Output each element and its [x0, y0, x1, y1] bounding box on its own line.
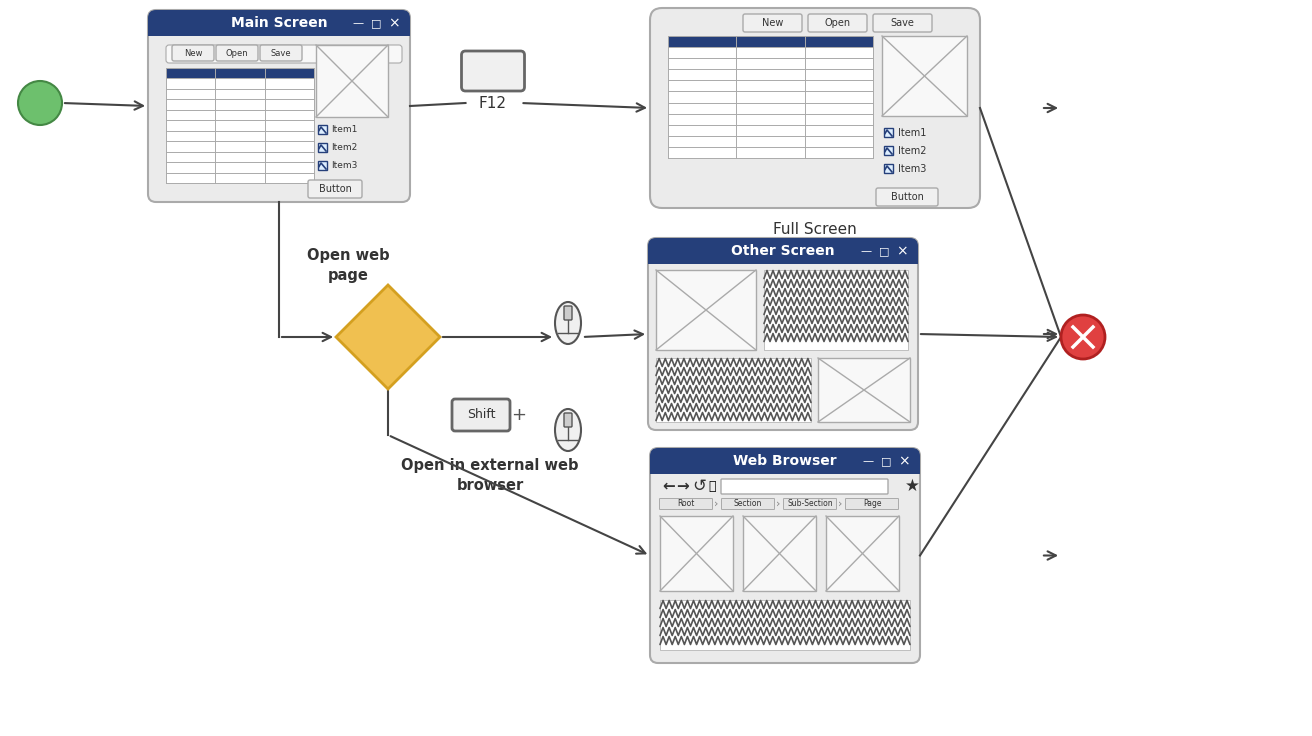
Text: +: + [512, 406, 526, 424]
Bar [668, 36, 872, 47]
Text: ×: × [388, 16, 400, 30]
Bar [318, 143, 327, 152]
Text: F12: F12 [479, 96, 506, 110]
Text: Item3: Item3 [897, 164, 926, 174]
FancyBboxPatch shape [649, 8, 980, 208]
FancyBboxPatch shape [148, 10, 409, 202]
Text: Open: Open [824, 18, 850, 28]
FancyBboxPatch shape [148, 10, 409, 36]
Bar [884, 146, 893, 155]
Bar [827, 516, 899, 591]
Text: ×: × [899, 454, 909, 468]
Bar [817, 358, 911, 422]
FancyBboxPatch shape [462, 51, 525, 91]
FancyBboxPatch shape [172, 45, 214, 61]
Bar [148, 23, 409, 36]
Text: Sub-Section: Sub-Section [787, 500, 833, 509]
Bar [656, 358, 811, 422]
Text: —: — [862, 456, 874, 466]
Text: —: — [353, 18, 363, 28]
Bar [656, 270, 756, 350]
Text: Section: Section [733, 500, 762, 509]
Text: Item3: Item3 [331, 161, 357, 171]
FancyBboxPatch shape [649, 448, 920, 474]
Text: Page: Page [863, 500, 882, 509]
Text: ←: ← [663, 478, 674, 494]
Text: Save: Save [270, 49, 291, 57]
FancyBboxPatch shape [876, 188, 938, 206]
FancyBboxPatch shape [808, 14, 867, 32]
Text: Web Browser: Web Browser [733, 454, 837, 468]
Text: Item2: Item2 [897, 146, 926, 156]
Bar [668, 36, 872, 158]
Bar [743, 516, 816, 591]
Text: □: □ [880, 456, 891, 466]
Circle shape [1061, 315, 1105, 359]
Text: Shift: Shift [467, 408, 495, 422]
Text: Item2: Item2 [331, 144, 357, 152]
Text: ×: × [896, 244, 908, 258]
Text: Other Screen: Other Screen [731, 244, 834, 258]
Bar [884, 164, 893, 173]
Text: Button: Button [319, 184, 352, 194]
Text: ›: › [838, 499, 842, 509]
Text: ↺: ↺ [691, 477, 706, 495]
FancyBboxPatch shape [743, 14, 802, 32]
Text: Open: Open [226, 49, 248, 57]
Text: New: New [762, 18, 783, 28]
Circle shape [18, 81, 62, 125]
FancyBboxPatch shape [845, 498, 899, 509]
Text: ★: ★ [905, 477, 920, 495]
Text: 🔍: 🔍 [708, 479, 715, 492]
FancyBboxPatch shape [783, 498, 837, 509]
Polygon shape [336, 285, 440, 389]
Bar [318, 125, 327, 134]
Text: Root: Root [677, 500, 694, 509]
Bar [884, 128, 893, 137]
FancyBboxPatch shape [453, 399, 510, 431]
Text: Save: Save [891, 18, 914, 28]
Ellipse shape [555, 302, 581, 344]
Text: Main Screen: Main Screen [231, 16, 327, 30]
Text: Open web
page: Open web page [307, 248, 390, 283]
FancyBboxPatch shape [649, 448, 920, 663]
Text: Open in external web
browser: Open in external web browser [401, 458, 579, 493]
Text: Full Screen: Full Screen [773, 222, 857, 238]
FancyBboxPatch shape [308, 180, 362, 198]
Text: →: → [676, 478, 689, 494]
Text: ›: › [775, 499, 781, 509]
Bar [167, 68, 314, 183]
FancyBboxPatch shape [216, 45, 258, 61]
Bar [649, 461, 920, 474]
Bar [167, 68, 314, 79]
Text: —: — [861, 246, 871, 256]
Bar [660, 600, 911, 650]
Text: ›: › [714, 499, 718, 509]
Bar [318, 161, 327, 170]
Bar [882, 36, 967, 116]
Bar [316, 45, 388, 117]
Text: □: □ [879, 246, 890, 256]
Text: Item1: Item1 [331, 126, 357, 135]
FancyBboxPatch shape [872, 14, 932, 32]
FancyBboxPatch shape [722, 498, 774, 509]
FancyBboxPatch shape [648, 238, 918, 264]
FancyBboxPatch shape [660, 498, 712, 509]
FancyBboxPatch shape [722, 479, 888, 494]
Bar [764, 270, 908, 350]
Text: Button: Button [891, 192, 924, 202]
Bar [660, 516, 733, 591]
Text: Item1: Item1 [897, 128, 926, 138]
FancyBboxPatch shape [564, 306, 572, 320]
Ellipse shape [555, 409, 581, 451]
FancyBboxPatch shape [648, 238, 918, 430]
FancyBboxPatch shape [167, 45, 401, 63]
Text: □: □ [371, 18, 382, 28]
FancyBboxPatch shape [260, 45, 302, 61]
Bar [648, 251, 918, 264]
Text: New: New [184, 49, 202, 57]
FancyBboxPatch shape [564, 413, 572, 427]
